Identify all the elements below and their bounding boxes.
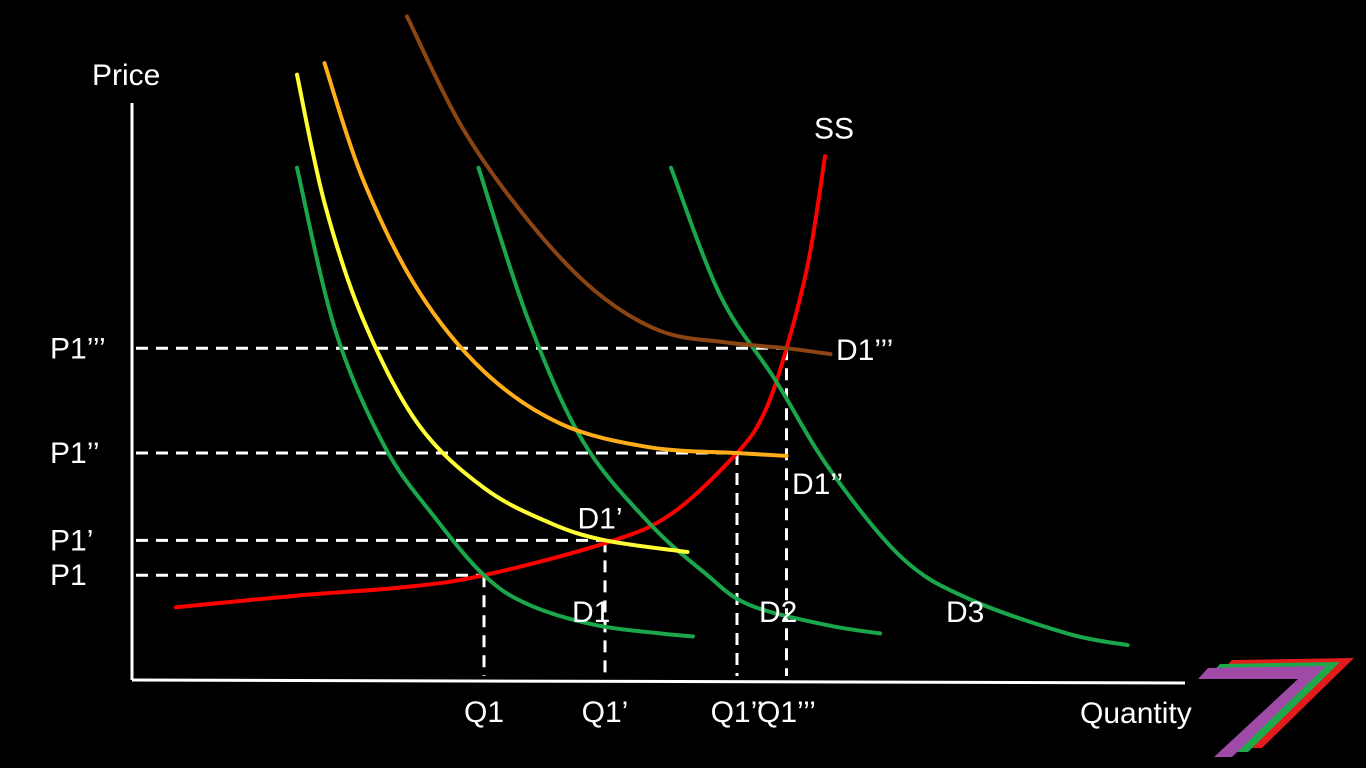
x-axis <box>131 678 1186 685</box>
curve-label-d3: D3 <box>946 596 984 629</box>
x-tick-label: Q1 <box>464 696 504 729</box>
x-tick-label: Q1’ <box>582 696 629 729</box>
y-tick-label: P1 <box>50 559 87 592</box>
y-tick-label: P1’’ <box>50 437 99 470</box>
curve-ss <box>174 154 827 610</box>
y-tick-label: P1’’’ <box>50 332 106 365</box>
curve-d1ppp <box>405 14 833 357</box>
curve-labels: SS D1’’’ D1’’ D1’ D1 D2 D3 <box>572 113 984 629</box>
logo-stripe-green <box>1210 662 1340 752</box>
curve-label-d1pp: D1’’ <box>792 468 843 501</box>
curves <box>174 14 1130 648</box>
x-tick-labels: Q1 Q1’ Q1’’Q1’’’ <box>464 696 816 729</box>
curve-d3 <box>669 165 1130 648</box>
curve-label-ss: SS <box>814 113 854 146</box>
brand-7-logo <box>1198 658 1354 757</box>
curve-d1 <box>295 165 695 639</box>
curve-label-d1: D1 <box>572 596 610 629</box>
curve-d1pp <box>322 61 789 458</box>
curve-d1p <box>295 72 690 554</box>
curve-label-d1p: D1’ <box>578 503 623 536</box>
x-axis-title: Quantity <box>1080 697 1192 730</box>
curve-label-d2: D2 <box>759 596 797 629</box>
logo-stripe-purple <box>1198 666 1326 757</box>
y-tick-label: P1’ <box>50 524 93 557</box>
curve-d2 <box>476 165 882 636</box>
y-axis-title: Price <box>92 59 160 92</box>
curve-label-d1ppp: D1’’’ <box>836 334 893 367</box>
x-tick-label: Q1’’’ <box>757 696 816 729</box>
x-tick-label: Q1’’ <box>711 696 764 729</box>
